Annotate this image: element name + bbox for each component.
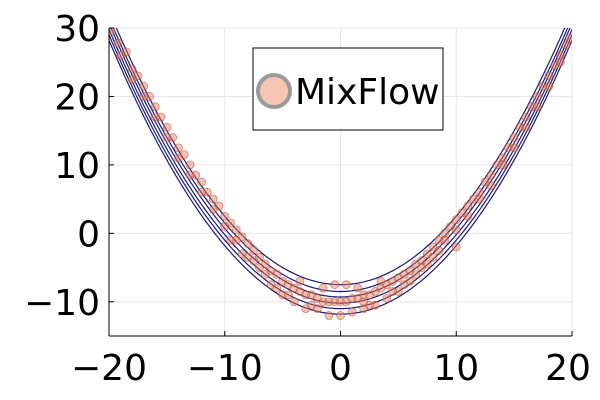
y-tick-label-0: −10 [24, 283, 100, 324]
scatter-point-0 [109, 28, 116, 36]
scatter-point-108 [498, 160, 507, 170]
scatter-point-130 [307, 300, 316, 310]
scatter-point-132 [284, 290, 293, 300]
scatter-point-92 [382, 293, 392, 303]
scatter-point-122 [353, 283, 363, 293]
scatter-point-106 [486, 181, 496, 190]
scatter-point-90 [336, 311, 345, 320]
scatter-point-28 [272, 269, 282, 279]
scatter-point-5 [139, 81, 149, 91]
scatter-point-118 [556, 57, 565, 67]
scatter-point-11 [174, 143, 183, 153]
axes [108, 27, 573, 337]
scatter-point-73 [532, 92, 542, 101]
scatter-point-78 [561, 40, 571, 50]
legend-marker [256, 73, 292, 109]
y-tick-label-3: 20 [54, 77, 100, 118]
scatter-point-127 [226, 235, 235, 245]
legend-label: MixFlow [295, 72, 440, 113]
scatter-point-57 [440, 228, 450, 238]
scatter-point-99 [451, 225, 461, 235]
scatter-point-105 [185, 170, 195, 180]
scatter-point-75 [544, 71, 554, 81]
scatter-point-111 [150, 112, 160, 122]
scatter-point-98 [440, 235, 450, 245]
scatter-point-117 [116, 50, 125, 60]
scatter-point-102 [463, 211, 473, 221]
scatter-point-61 [463, 201, 473, 211]
scatter-point-103 [197, 187, 207, 197]
y-tick-label-4: 30 [54, 9, 100, 50]
scatter-point-119 [330, 280, 340, 290]
scatter-point-19 [220, 211, 230, 221]
x-tick-label-4: 20 [545, 348, 591, 389]
scatter-point-67 [498, 153, 507, 163]
contour-line-5 [109, 40, 572, 315]
x-tick-label-0: −20 [71, 348, 147, 389]
scatter-point-121 [318, 283, 328, 293]
scatter-point-24 [249, 246, 259, 255]
scatter-point-79 [565, 33, 572, 43]
scatter-point-77 [556, 50, 565, 60]
scatter-point-95 [255, 263, 264, 272]
scatter-point-109 [162, 133, 172, 142]
legend: MixFlow [252, 47, 444, 131]
scatter-point-1 [113, 38, 123, 48]
x-tick-labels: −20 −10 0 10 20 [71, 348, 591, 389]
scatter-point-13 [185, 160, 195, 170]
scatter-point-9 [162, 122, 172, 132]
scatter-point-7 [150, 102, 160, 112]
scatter-point-94 [428, 252, 438, 262]
scatter-point-135 [399, 280, 409, 290]
scatter-point-134 [272, 283, 282, 293]
scatter-point-91 [289, 297, 299, 307]
y-tick-labels: −10 0 10 20 30 [24, 9, 100, 324]
contour-line-1 [112, 28, 569, 293]
scatter-point-113 [139, 92, 149, 101]
scatter-point-112 [521, 122, 531, 132]
scatter-point-126 [451, 242, 461, 252]
scatter-point-136 [260, 269, 270, 279]
scatter-point-82 [347, 307, 357, 317]
scatter-point-120 [341, 280, 351, 290]
scatter-point-23 [243, 239, 253, 249]
y-tick-label-2: 10 [54, 146, 100, 187]
scatter-point-116 [544, 81, 554, 91]
scatter-point-3 [127, 64, 137, 74]
scatter-point-139 [422, 259, 432, 269]
scatter-point-114 [532, 102, 542, 112]
scatter-point-17 [208, 194, 218, 204]
scatter-point-59 [451, 215, 461, 225]
scatter-points [109, 28, 572, 320]
scatter-point-137 [411, 269, 421, 279]
legend-box [252, 47, 444, 131]
scatter-point-15 [197, 177, 207, 187]
scatter-point-71 [521, 112, 531, 122]
scatter-point-110 [509, 143, 519, 153]
scatter-point-124 [376, 276, 386, 286]
scatter-point-133 [388, 287, 397, 296]
x-tick-label-1: −10 [187, 348, 263, 389]
scatter-point-138 [249, 256, 259, 266]
scatter-point-69 [509, 133, 519, 142]
scatter-point-128 [237, 249, 247, 259]
scatter-point-101 [208, 204, 218, 214]
x-tick-label-2: 0 [329, 348, 352, 389]
scatter-point-107 [174, 153, 183, 163]
scatter-point-65 [486, 170, 496, 180]
scatter-point-21 [231, 225, 241, 235]
scatter-point-131 [365, 300, 374, 310]
scatter-point-129 [434, 246, 444, 255]
scatter-point-115 [127, 74, 137, 84]
scatter-point-104 [474, 194, 484, 204]
y-tick-label-1: 0 [77, 214, 100, 255]
scatter-point-123 [295, 276, 305, 286]
scatter-point-81 [324, 311, 334, 320]
contour-line-3 [109, 29, 572, 304]
scatter-point-100 [220, 222, 230, 231]
x-tick-label-3: 10 [433, 348, 479, 389]
scatter-point-63 [474, 187, 484, 197]
